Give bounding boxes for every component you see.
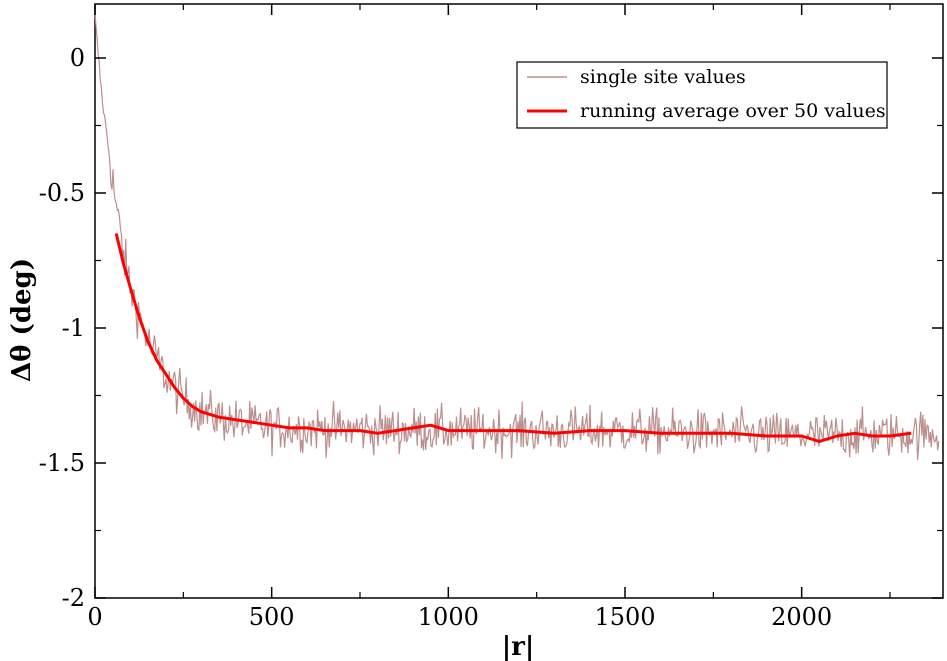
x-tick-label: 1500 [594,603,655,631]
legend-box [516,61,888,129]
y-tick-label: -1 [62,314,85,342]
x-tick-label: 500 [249,603,295,631]
y-tick-label: -0.5 [39,179,85,207]
ticks-layer: 0 500 1000 1500 2000 0 -0.5 -1 -1.5 -2 [39,4,943,631]
plot-frame [94,3,944,599]
x-tick-label: 2000 [771,603,832,631]
series-running-average [114,233,912,443]
y-tick-label: -1.5 [39,449,85,477]
y-axis-label: Δθ (deg) [7,258,37,382]
legend-label-running-average: running average over 50 values [580,100,886,122]
legend-label-single-site: single site values [580,66,746,88]
legend: single site values running average over 5… [516,61,888,129]
series-layer [94,14,940,460]
y-tick-label: -2 [62,584,85,612]
x-axis-label: |r| [502,632,535,661]
series-single-site-values [94,14,940,460]
y-tick-label: 0 [70,44,85,72]
x-tick-label: 1000 [418,603,479,631]
x-tick-label: 0 [87,603,102,631]
